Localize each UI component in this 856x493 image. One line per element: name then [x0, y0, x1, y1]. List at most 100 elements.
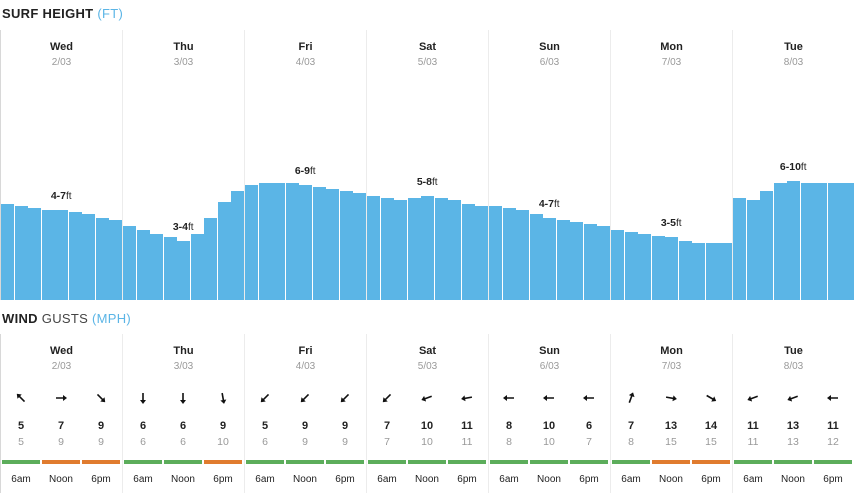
- day-column-tue: Tue 8/03: [732, 30, 854, 300]
- surf-title-unit: (FT): [97, 6, 124, 21]
- wind-status-bar: [408, 460, 446, 464]
- surf-bar: [651, 235, 665, 300]
- wind-gust: 8: [628, 436, 634, 448]
- surf-bar: [299, 184, 313, 300]
- wind-status-bar: [286, 460, 324, 464]
- surf-bar: [177, 241, 191, 300]
- wind-direction-arrow-icon: [651, 391, 691, 405]
- surf-bar: [827, 182, 841, 300]
- time-label: Noon: [293, 474, 317, 485]
- wind-speed: 7: [57, 420, 65, 432]
- surf-bar: [692, 243, 706, 300]
- surf-bar: [814, 182, 828, 300]
- wind-gust: 6: [262, 436, 268, 448]
- surf-bar: [204, 217, 218, 300]
- time-label: 6pm: [579, 474, 599, 485]
- surf-range-unit: ft: [310, 165, 316, 177]
- wind-gust: 6: [180, 436, 186, 448]
- wind-speed: 6: [179, 420, 187, 432]
- day-name: Mon: [660, 345, 683, 357]
- surf-range-label: 3-5ft: [661, 217, 682, 229]
- surf-range-label: 4-7ft: [51, 190, 72, 202]
- surf-bar: [665, 237, 679, 300]
- wind-speed: 6: [139, 420, 147, 432]
- day-date: 8/03: [783, 361, 804, 372]
- wind-speed: 14: [704, 420, 718, 432]
- wind-speed: 9: [219, 420, 227, 432]
- wind-gust: 7: [586, 436, 592, 448]
- surf-range-value: 3-4: [172, 221, 188, 234]
- wind-day-column-tue: Tue 8/03: [732, 334, 854, 493]
- surf-chart: Wed 2/03 4-7ft Thu 3/03 3-4ft Fri 4/03 6-9ft Sat 5…: [0, 30, 856, 300]
- wind-status-bar: [490, 460, 528, 464]
- wind-direction-arrow-icon: [529, 391, 569, 405]
- wind-direction-arrow-icon: [1, 391, 41, 405]
- surf-bar: [407, 198, 421, 300]
- wind-direction-arrow-icon: [163, 391, 203, 405]
- surf-bar: [746, 200, 760, 300]
- day-date: 2/03: [51, 57, 72, 68]
- wind-forecast: Wed 2/03 5 5 6am 7 9 Noon 9 9 6pm Thu 3/03 6 6 6am 6 6 Noo…: [0, 334, 856, 493]
- time-label: 6am: [377, 474, 397, 485]
- surf-height-title: SURF HEIGHT (FT): [2, 6, 123, 21]
- wind-gust: 12: [827, 436, 839, 448]
- time-label: 6am: [255, 474, 275, 485]
- wind-speed: 10: [542, 420, 556, 432]
- surf-bar: [556, 219, 570, 300]
- wind-direction-arrow-icon: [569, 391, 609, 405]
- wind-speed: 5: [261, 420, 269, 432]
- time-label: 6am: [133, 474, 153, 485]
- surf-bar: [705, 243, 719, 300]
- day-name: Sat: [418, 345, 437, 357]
- surf-range-value: 6-10: [779, 160, 801, 173]
- time-label: Noon: [781, 474, 805, 485]
- time-label: 6pm: [701, 474, 721, 485]
- wind-gust: 10: [217, 436, 229, 448]
- surf-bar: [773, 182, 787, 300]
- wind-gust: 13: [787, 436, 799, 448]
- day-column-fri: Fri 4/03: [244, 30, 366, 300]
- surf-range-label: 6-9ft: [295, 165, 316, 177]
- day-name: Tue: [784, 41, 803, 53]
- wind-gust: 11: [747, 436, 759, 448]
- wind-speed: 6: [585, 420, 593, 432]
- surf-bar: [190, 233, 204, 300]
- wind-gust: 6: [140, 436, 146, 448]
- time-label: 6pm: [91, 474, 111, 485]
- day-name: Wed: [49, 41, 74, 53]
- wind-status-bar: [42, 460, 80, 464]
- surf-bar: [529, 214, 543, 300]
- wind-status-bar: [734, 460, 772, 464]
- wind-gust: 9: [302, 436, 308, 448]
- wind-status-bar: [164, 460, 202, 464]
- wind-direction-arrow-icon: [203, 391, 243, 405]
- wind-speed: 11: [461, 420, 473, 432]
- surf-bar: [719, 243, 733, 300]
- time-label: Noon: [415, 474, 439, 485]
- wind-gust: 5: [18, 436, 24, 448]
- time-label: 6pm: [823, 474, 843, 485]
- surf-bar: [733, 198, 746, 300]
- surf-bar: [272, 182, 286, 300]
- surf-bar: [95, 217, 109, 300]
- day-date: 7/03: [661, 361, 682, 372]
- wind-direction-arrow-icon: [41, 391, 81, 405]
- wind-status-bar: [368, 460, 406, 464]
- wind-speed: 7: [627, 420, 635, 432]
- day-name: Sat: [418, 41, 437, 53]
- surf-bar: [543, 217, 557, 300]
- wind-status-bar: [814, 460, 852, 464]
- wind-day-column-thu: Thu 3/03: [122, 334, 244, 493]
- wind-status-bar: [82, 460, 120, 464]
- wind-title-light: GUSTS: [41, 311, 89, 326]
- wind-gusts-title: WIND GUSTS (MPH): [2, 311, 131, 326]
- surf-bar: [55, 210, 69, 300]
- surf-range-label: 4-7ft: [539, 198, 560, 210]
- wind-title-unit: (MPH): [92, 311, 132, 326]
- surf-bar: [583, 223, 597, 300]
- day-date: 2/03: [51, 361, 72, 372]
- surf-bar: [136, 229, 150, 300]
- surf-bar: [787, 180, 801, 300]
- day-column-thu: Thu 3/03: [122, 30, 244, 300]
- surf-bar: [163, 237, 177, 300]
